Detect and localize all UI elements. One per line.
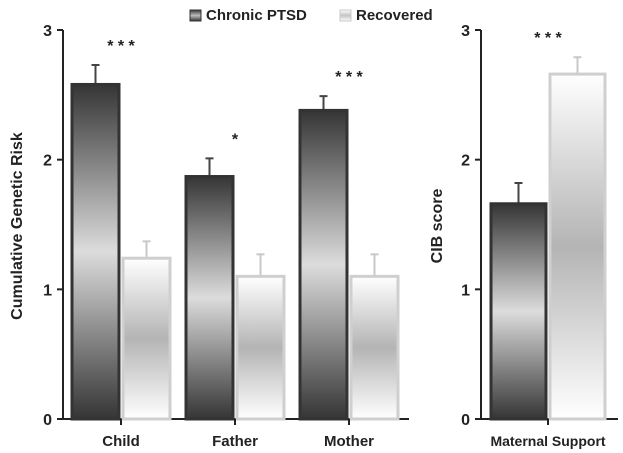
bar-chronic-ptsd — [70, 82, 121, 421]
legend-swatch-recovered — [339, 9, 352, 22]
bar-recovered — [349, 274, 400, 421]
significance-marker: * * * — [335, 69, 363, 86]
y-tick-label: 3 — [461, 23, 470, 40]
y-tick-label: 2 — [461, 153, 470, 170]
significance-marker: * * * — [534, 30, 562, 47]
bar-recovered — [121, 256, 172, 421]
significance-marker: * — [232, 131, 239, 148]
legend-label-recovered: Recovered — [356, 7, 433, 24]
y-tick-label: 1 — [461, 282, 470, 299]
panel-cib-score: CIB score 0 1 2 3 Maternal Support * * * — [429, 23, 618, 449]
x-tick-label: Mother — [324, 433, 374, 450]
legend-label-chronic-ptsd: Chronic PTSD — [206, 7, 307, 24]
panel-genetic-risk: Cumulative Genetic Risk 0 1 2 3 Child Father… — [9, 23, 409, 450]
bar-chronic-ptsd — [184, 175, 235, 421]
y-tick-label: 0 — [43, 412, 52, 429]
y-axis-label-genetic-risk: Cumulative Genetic Risk — [9, 132, 26, 320]
bar-recovered — [235, 274, 286, 421]
significance-marker: * * * — [107, 38, 135, 55]
x-tick-label: Child — [102, 433, 140, 450]
bar-chronic-ptsd — [489, 202, 548, 421]
y-tick-label: 2 — [43, 153, 52, 170]
y-tick-label: 0 — [461, 412, 470, 429]
bar-chronic-ptsd — [298, 108, 349, 421]
bar-recovered — [548, 72, 607, 421]
y-tick-label: 1 — [43, 282, 52, 299]
legend-swatch-chronic-ptsd — [189, 9, 202, 22]
legend: Chronic PTSD Recovered — [189, 7, 433, 24]
x-tick-label: Father — [212, 433, 258, 450]
y-tick-label: 3 — [43, 23, 52, 40]
x-tick-label: Maternal Support — [490, 433, 605, 449]
y-axis-label-cib-score: CIB score — [429, 189, 446, 264]
